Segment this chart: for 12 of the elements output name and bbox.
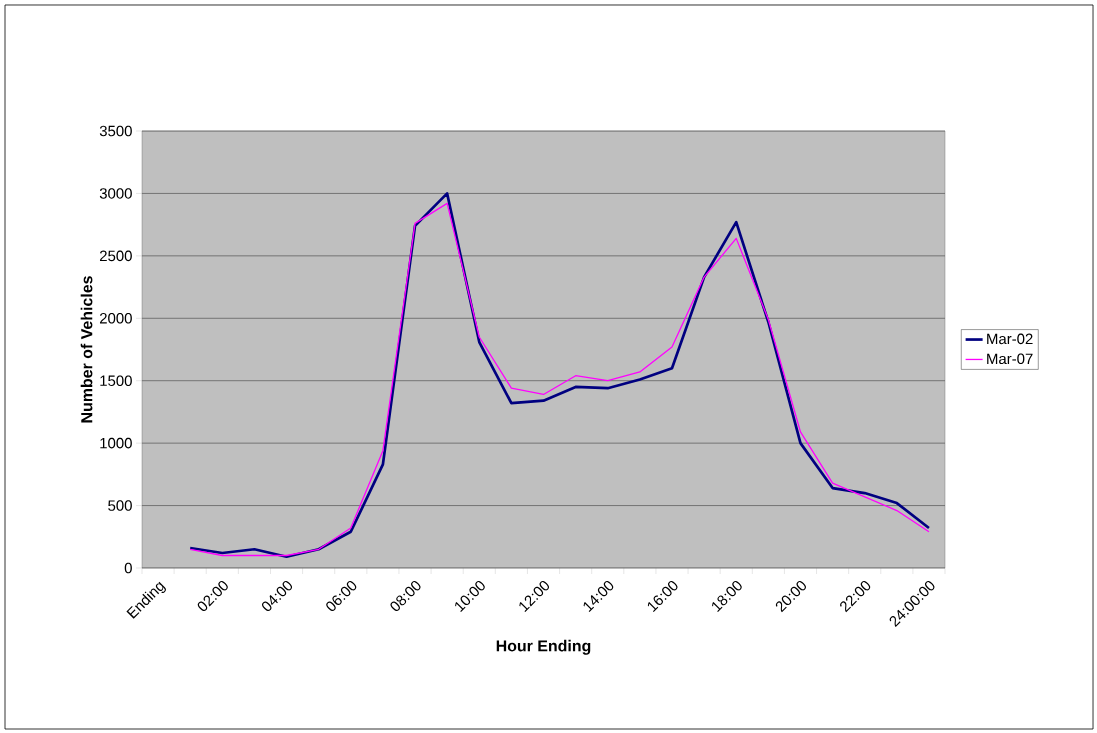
y-tick-label: 500 (108, 500, 132, 511)
x-axis-title: Hour Ending (496, 639, 591, 655)
y-tick-label: 1500 (100, 375, 132, 386)
legend-label: Mar-02 (987, 333, 1033, 345)
y-tick-label: 2000 (99, 312, 132, 324)
y-tick-label: 2500 (99, 250, 132, 262)
y-tick-label: 0 (124, 562, 132, 574)
y-tick-label: 3500 (99, 125, 132, 137)
y-tick-label: 1000 (100, 437, 132, 449)
legend-label: Mar-07 (987, 353, 1033, 365)
y-tick-label: 3000 (99, 188, 132, 199)
y-axis-title: Number of Vehicles (80, 276, 93, 423)
